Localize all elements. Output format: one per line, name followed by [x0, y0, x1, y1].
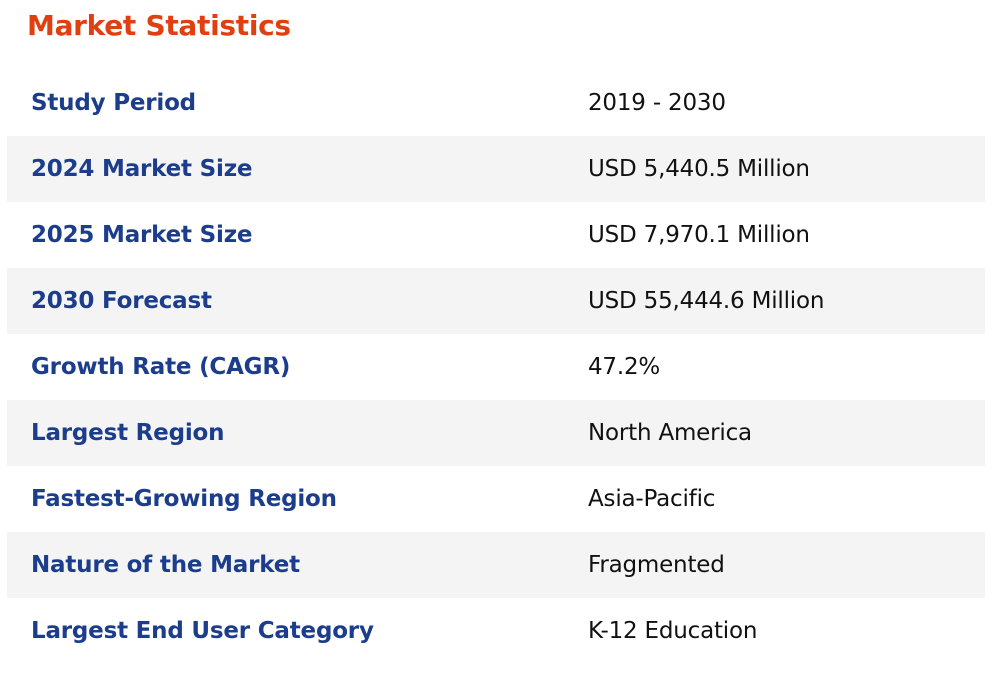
row-label: Largest End User Category [31, 618, 374, 644]
row-value: Fragmented [588, 552, 725, 578]
section-title: Market Statistics [27, 9, 291, 42]
row-value: USD 7,970.1 Million [588, 222, 810, 248]
row-label: Fastest-Growing Region [31, 486, 337, 512]
table-row: 2024 Market Size USD 5,440.5 Million [7, 136, 985, 202]
row-value: K-12 Education [588, 618, 758, 644]
row-label: 2024 Market Size [31, 156, 253, 182]
row-value: USD 55,444.6 Million [588, 288, 825, 314]
row-label: 2025 Market Size [31, 222, 253, 248]
table-row: Largest Region North America [7, 400, 985, 466]
table-row: Growth Rate (CAGR) 47.2% [7, 334, 985, 400]
row-value: Asia-Pacific [588, 486, 716, 512]
table-row: Study Period 2019 - 2030 [7, 70, 985, 136]
row-label: Growth Rate (CAGR) [31, 354, 291, 380]
table-row: 2030 Forecast USD 55,444.6 Million [7, 268, 985, 334]
row-label: 2030 Forecast [31, 288, 212, 314]
row-value: North America [588, 420, 752, 446]
market-statistics-table: Study Period 2019 - 2030 2024 Market Siz… [7, 70, 985, 664]
row-value: 47.2% [588, 354, 661, 380]
table-row: 2025 Market Size USD 7,970.1 Million [7, 202, 985, 268]
row-label: Largest Region [31, 420, 225, 446]
row-label: Nature of the Market [31, 552, 300, 578]
table-row: Nature of the Market Fragmented [7, 532, 985, 598]
row-value: 2019 - 2030 [588, 90, 726, 116]
row-value: USD 5,440.5 Million [588, 156, 810, 182]
row-label: Study Period [31, 90, 196, 116]
table-row: Largest End User Category K-12 Education [7, 598, 985, 664]
table-row: Fastest-Growing Region Asia-Pacific [7, 466, 985, 532]
